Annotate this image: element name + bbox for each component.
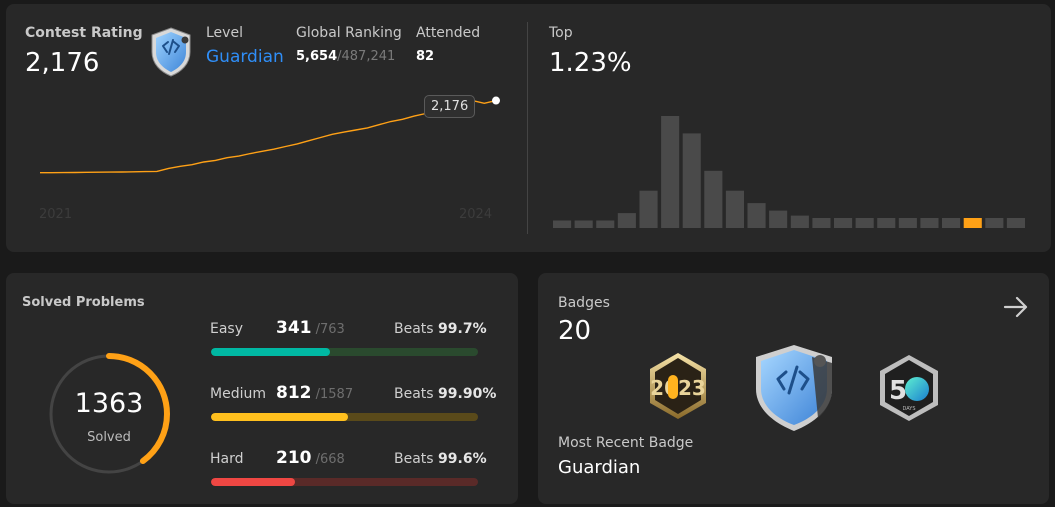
distribution-bar[interactable] xyxy=(704,170,723,228)
rating-tooltip: 2,176 xyxy=(424,95,476,118)
distribution-bar[interactable] xyxy=(834,218,853,228)
x-axis-start-label: 2021 xyxy=(39,207,73,222)
difficulty-label: Medium xyxy=(210,386,266,402)
attended-label: Attended xyxy=(416,25,481,41)
difficulty-progress-fill xyxy=(211,413,348,421)
global-total: /487,241 xyxy=(337,49,396,64)
most-recent-badge-value: Guardian xyxy=(558,457,641,478)
solved-problems-card: Solved Problems 1363 Solved Easy 341 /763… xyxy=(6,273,518,504)
difficulty-beats: Beats 99.6% xyxy=(394,451,487,467)
global-rank: 5,654 xyxy=(296,49,338,64)
solved-count-label: Solved xyxy=(87,430,131,445)
difficulty-total: /1587 xyxy=(311,387,354,402)
top-label: Top xyxy=(549,25,573,41)
badges-label: Badges xyxy=(558,295,610,311)
contest-rating-card: Contest Rating 2,176 Level Guardian Glob… xyxy=(6,4,1051,252)
difficulty-progress-track xyxy=(211,348,478,356)
guardian-level-icon xyxy=(151,27,191,77)
2023-annual-badge-icon[interactable]: 2023 xyxy=(646,351,710,421)
level-value: Guardian xyxy=(206,47,284,67)
distribution-bar[interactable] xyxy=(574,220,593,229)
distribution-bar[interactable] xyxy=(639,190,658,228)
arrow-right-icon[interactable] xyxy=(1003,296,1029,318)
distribution-bar[interactable] xyxy=(898,218,917,228)
global-ranking-value: 5,654/487,241 xyxy=(296,49,395,64)
difficulty-progress-track xyxy=(211,478,478,486)
difficulty-beats: Beats 99.7% xyxy=(394,321,487,337)
difficulty-total: /668 xyxy=(311,452,345,467)
distribution-bar[interactable] xyxy=(985,218,1004,228)
distribution-bar[interactable] xyxy=(553,220,572,229)
contest-rating-value: 2,176 xyxy=(25,48,100,78)
rating-line xyxy=(40,99,497,174)
rating-current-point[interactable] xyxy=(492,96,500,105)
distribution-bar[interactable] xyxy=(877,218,896,228)
rating-distribution-chart[interactable] xyxy=(553,104,1025,228)
svg-text:5: 5 xyxy=(889,376,907,406)
distribution-bar[interactable] xyxy=(747,203,766,228)
attended-value: 82 xyxy=(416,49,435,64)
difficulty-progress-fill xyxy=(211,348,331,356)
solved-progress-ring[interactable] xyxy=(48,353,170,475)
most-recent-badge-label: Most Recent Badge xyxy=(558,435,694,451)
solved-problems-title: Solved Problems xyxy=(22,295,145,310)
contest-rating-label: Contest Rating xyxy=(25,25,143,41)
distribution-bar[interactable] xyxy=(661,116,680,228)
distribution-bar[interactable] xyxy=(617,213,636,228)
difficulty-total: /763 xyxy=(311,322,345,337)
difficulty-progress-track xyxy=(211,413,478,421)
distribution-bar[interactable] xyxy=(920,218,939,228)
distribution-bar[interactable] xyxy=(725,190,744,228)
distribution-bar[interactable] xyxy=(769,210,788,228)
distribution-bar[interactable] xyxy=(790,215,809,228)
badges-count: 20 xyxy=(558,316,592,346)
difficulty-progress-fill xyxy=(211,478,295,486)
rating-history-chart[interactable] xyxy=(40,96,500,178)
guardian-badge-icon[interactable] xyxy=(752,343,836,433)
difficulty-label: Hard xyxy=(210,451,244,467)
global-ranking-label: Global Ranking xyxy=(296,25,402,41)
difficulty-label: Easy xyxy=(210,321,244,337)
solved-progress-arc xyxy=(48,353,170,475)
distribution-bar[interactable] xyxy=(812,218,831,228)
difficulty-solved-count: 812 /1587 xyxy=(276,383,354,403)
distribution-bar-current[interactable] xyxy=(963,218,982,228)
badges-card: Badges 20 2023 xyxy=(538,273,1049,504)
x-axis-end-label: 2024 xyxy=(459,207,493,222)
distribution-bar[interactable] xyxy=(942,218,961,228)
solved-count: 1363 xyxy=(74,388,144,419)
difficulty-beats: Beats 99.90% xyxy=(394,386,497,402)
card-divider xyxy=(527,22,528,234)
top-percentage-value: 1.23% xyxy=(549,48,632,78)
50-days-badge-icon[interactable]: 5 DAYS xyxy=(876,353,942,423)
distribution-bar[interactable] xyxy=(682,133,701,228)
distribution-bar[interactable] xyxy=(1006,218,1025,228)
difficulty-solved-count: 341 /763 xyxy=(276,318,345,338)
difficulty-solved-count: 210 /668 xyxy=(276,448,345,468)
level-label: Level xyxy=(206,25,243,41)
distribution-bar[interactable] xyxy=(596,220,615,229)
badge-days-label: DAYS xyxy=(902,406,915,412)
distribution-bar[interactable] xyxy=(855,218,874,228)
